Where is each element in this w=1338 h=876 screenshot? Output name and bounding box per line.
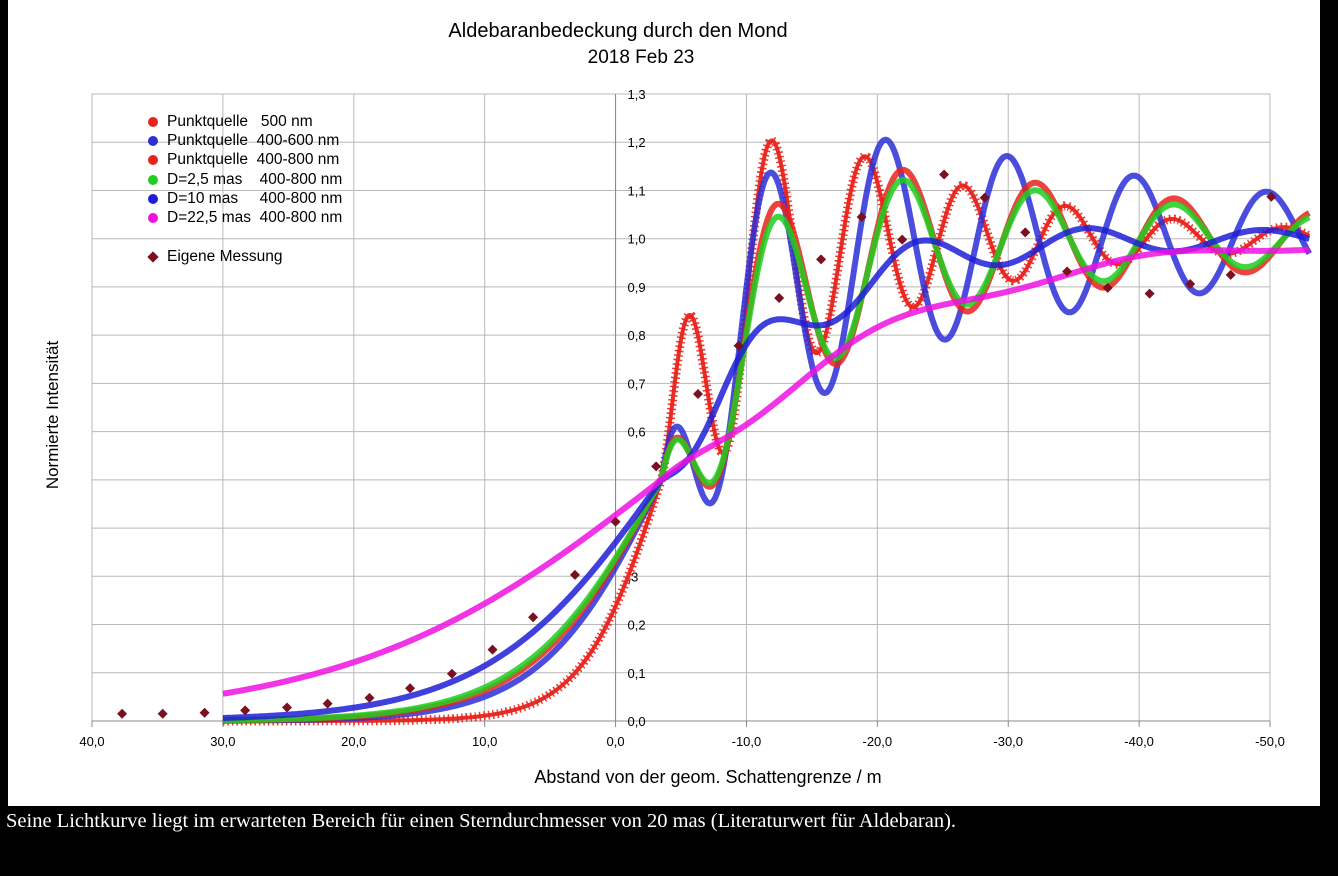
measurement-point [733, 340, 744, 351]
legend-marker-icon [148, 213, 158, 224]
x-tick-label: -50,0 [1255, 734, 1285, 749]
x-tick-label: 0,0 [607, 734, 625, 749]
x-tick-label: -40,0 [1124, 734, 1154, 749]
chart-legend: Punktquelle 500 nm Punktquelle 400-600 n… [147, 112, 342, 267]
series-line [221, 177, 1311, 724]
legend-label: Punktquelle 500 nm [167, 112, 313, 130]
legend-marker-icon [148, 155, 158, 166]
chart-plot: 0,0 0,1 0,2 ,3 0,6 0,7 0,8 0,9 1,0 1,1 1,2 1,3 40,0 3… [43, 20, 1312, 787]
legend-item: D=10 mas 400-800 nm [148, 189, 342, 208]
legend-label: Punktquelle 400-800 nm [167, 151, 340, 169]
measurement-layer [117, 169, 1277, 719]
legend-item: Punktquelle 500 nm [148, 112, 342, 131]
chart-subtitle: 2018 Feb 23 [588, 47, 695, 68]
y-tick-label: 0,8 [628, 328, 646, 343]
legend-item: Punktquelle 400-800 nm [148, 151, 342, 170]
legend-label: D=10 mas 400-800 nm [167, 189, 343, 207]
y-tick-label: 1,1 [628, 183, 646, 198]
measurement-point [1144, 288, 1155, 299]
measurement-point [487, 644, 498, 655]
axis-ticks: 0,0 0,1 0,2 ,3 0,6 0,7 0,8 0,9 1,0 1,1 1,2 1,3 40,0 3… [79, 87, 1284, 749]
legend-marker-icon [148, 193, 158, 204]
y-tick-label: 0,6 [628, 425, 646, 440]
measurement-point [897, 234, 908, 245]
y-tick-label: 0,7 [628, 376, 646, 391]
legend-item: D=22,5 mas 400-800 nm [148, 208, 342, 227]
measurement-point [1102, 282, 1113, 293]
measurement-point [364, 692, 375, 703]
measurement-point [939, 169, 950, 180]
measurement-point [405, 683, 416, 694]
measurement-point [157, 708, 168, 719]
measurement-point [199, 707, 210, 718]
measurement-point [651, 461, 662, 472]
series-marker-band [222, 135, 1312, 726]
y-tick-label: 0,2 [628, 618, 646, 633]
measurement-point [446, 668, 457, 679]
measurement-point [816, 254, 827, 265]
x-tick-label: 10,0 [472, 734, 497, 749]
x-tick-label: 40,0 [79, 734, 104, 749]
measurement-point [610, 516, 621, 527]
legend-label: Punktquelle 400-600 nm [167, 131, 340, 149]
chart-title: Aldebaranbedeckung durch den Mond [448, 20, 787, 42]
y-tick-label: 0,1 [628, 666, 646, 681]
legend-label: D=2,5 mas 400-800 nm [167, 170, 343, 188]
measurement-point [322, 698, 333, 709]
grid [91, 93, 1271, 727]
measurement-point [282, 702, 293, 713]
series-line [221, 246, 1311, 697]
measurement-point [693, 388, 704, 399]
measurement-point [979, 192, 990, 203]
measurement-point [856, 211, 867, 222]
legend-label: D=22,5 mas 400-800 nm [167, 209, 343, 227]
x-tick-label: -10,0 [732, 734, 762, 749]
measurement-point [569, 569, 580, 580]
y-tick-label: 1,0 [628, 232, 646, 247]
legend-item: Punktquelle 400-600 nm [148, 131, 342, 150]
x-tick-label: 30,0 [210, 734, 235, 749]
x-tick-label: 20,0 [341, 734, 366, 749]
y-tick-label: 1,2 [628, 135, 646, 150]
legend-marker-icon [148, 116, 158, 127]
measurement-point [1225, 269, 1236, 280]
chart-panel: 0,0 0,1 0,2 ,3 0,6 0,7 0,8 0,9 1,0 1,1 1,2 1,3 40,0 3… [8, 0, 1320, 806]
x-axis-label: Abstand von der geom. Schattengrenze / m [534, 767, 881, 787]
series-layer [221, 135, 1312, 726]
caption-text: Seine Lichtkurve liegt im erwarteten Ber… [6, 810, 957, 832]
legend-diamond-icon [147, 251, 159, 264]
y-tick-label: ,3 [628, 569, 639, 584]
y-axis-label: Normierte Intensität [43, 341, 62, 490]
measurement-point [117, 708, 128, 719]
measurement-point [528, 612, 539, 623]
y-tick-label: 0,0 [628, 714, 646, 729]
measurement-point [1020, 227, 1031, 238]
legend-marker-icon [148, 174, 158, 185]
measurement-point [1266, 191, 1277, 202]
legend-item: D=2,5 mas 400-800 nm [148, 170, 342, 189]
measurement-point [1185, 279, 1196, 290]
series-line [221, 225, 1311, 721]
y-tick-label: 1,3 [628, 87, 646, 102]
legend-label: Eigene Messung [167, 248, 283, 266]
measurement-point [774, 293, 785, 304]
measurement-point [240, 705, 251, 716]
x-tick-label: -30,0 [993, 734, 1023, 749]
legend-marker-icon [148, 135, 158, 146]
measurement-point [1062, 266, 1073, 277]
y-tick-label: 0,9 [628, 280, 646, 295]
legend-item: Eigene Messung [147, 248, 342, 267]
x-tick-label: -20,0 [863, 734, 893, 749]
